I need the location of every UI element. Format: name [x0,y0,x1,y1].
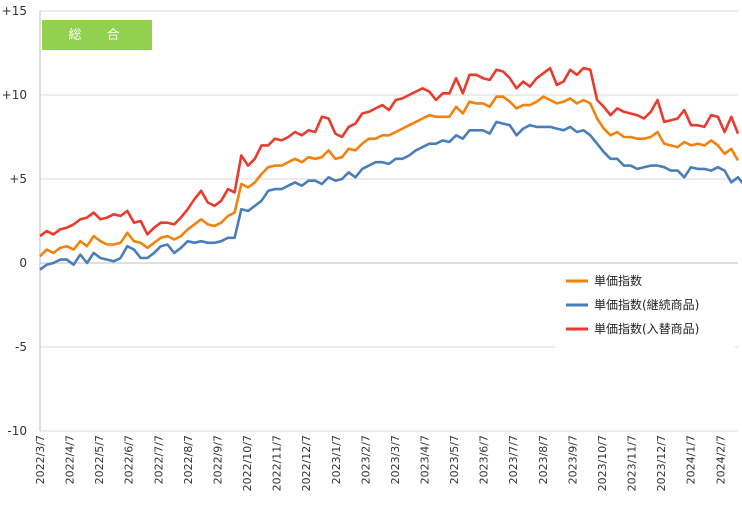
y-tick-label: +5 [9,172,27,186]
x-axis-ticks: 2022/3/7 2022/4/7 2022/5/7 2022/6/7 2022/7/7… [34,435,727,491]
x-tick-label: 2023/1/7 [330,435,343,484]
x-tick-label: 2022/6/7 [123,435,136,484]
x-tick-label: 2022/9/7 [211,435,224,484]
x-tick-label: 2023/11/7 [626,435,639,491]
x-tick-label: 2023/2/7 [359,435,372,484]
x-tick-label: 2023/9/7 [566,435,579,484]
legend-label: 単価指数 [594,273,642,288]
chart-title: 総 合 [68,28,125,43]
series-line-2 [39,66,740,238]
x-tick-label: 2023/12/7 [655,435,668,491]
y-tick-label: 0 [19,256,27,270]
x-tick-label: 2023/3/7 [389,435,402,484]
y-tick-label: +15 [2,4,27,18]
chart-title-background [42,20,152,50]
series-line-1 [39,120,742,271]
series-lines [39,66,742,271]
chart-title-box: 総 合 [42,20,152,50]
x-tick-label: 2022/12/7 [300,435,313,491]
x-tick-label: 2022/5/7 [93,435,106,484]
y-tick-label: -10 [7,424,27,438]
y-tick-label: -5 [15,340,27,354]
y-tick-label: +10 [2,88,27,102]
x-tick-label: 2023/8/7 [537,435,550,484]
x-tick-label: 2022/7/7 [152,435,165,484]
legend-label: 単価指数(継続商品) [594,297,699,312]
x-tick-label: 2023/10/7 [596,435,609,491]
legend-label: 単価指数(入替商品) [594,321,699,336]
x-tick-label: 2022/11/7 [271,435,284,491]
x-tick-label: 2022/3/7 [34,435,47,484]
x-tick-label: 2023/6/7 [478,435,491,484]
x-tick-label: 2023/7/7 [507,435,520,484]
gridlines [39,10,738,432]
x-tick-label: 2022/4/7 [64,435,77,484]
y-axis-ticks: +15 +10 +5 0 -5 -10 [2,4,27,438]
x-tick-label: 2023/5/7 [448,435,461,484]
x-tick-label: 2023/4/7 [418,435,431,484]
series-line-0 [39,95,740,258]
x-tick-label: 2024/1/7 [685,435,698,484]
x-tick-label: 2024/2/7 [714,435,727,484]
x-tick-label: 2022/10/7 [241,435,254,491]
x-tick-label: 2022/8/7 [182,435,195,484]
